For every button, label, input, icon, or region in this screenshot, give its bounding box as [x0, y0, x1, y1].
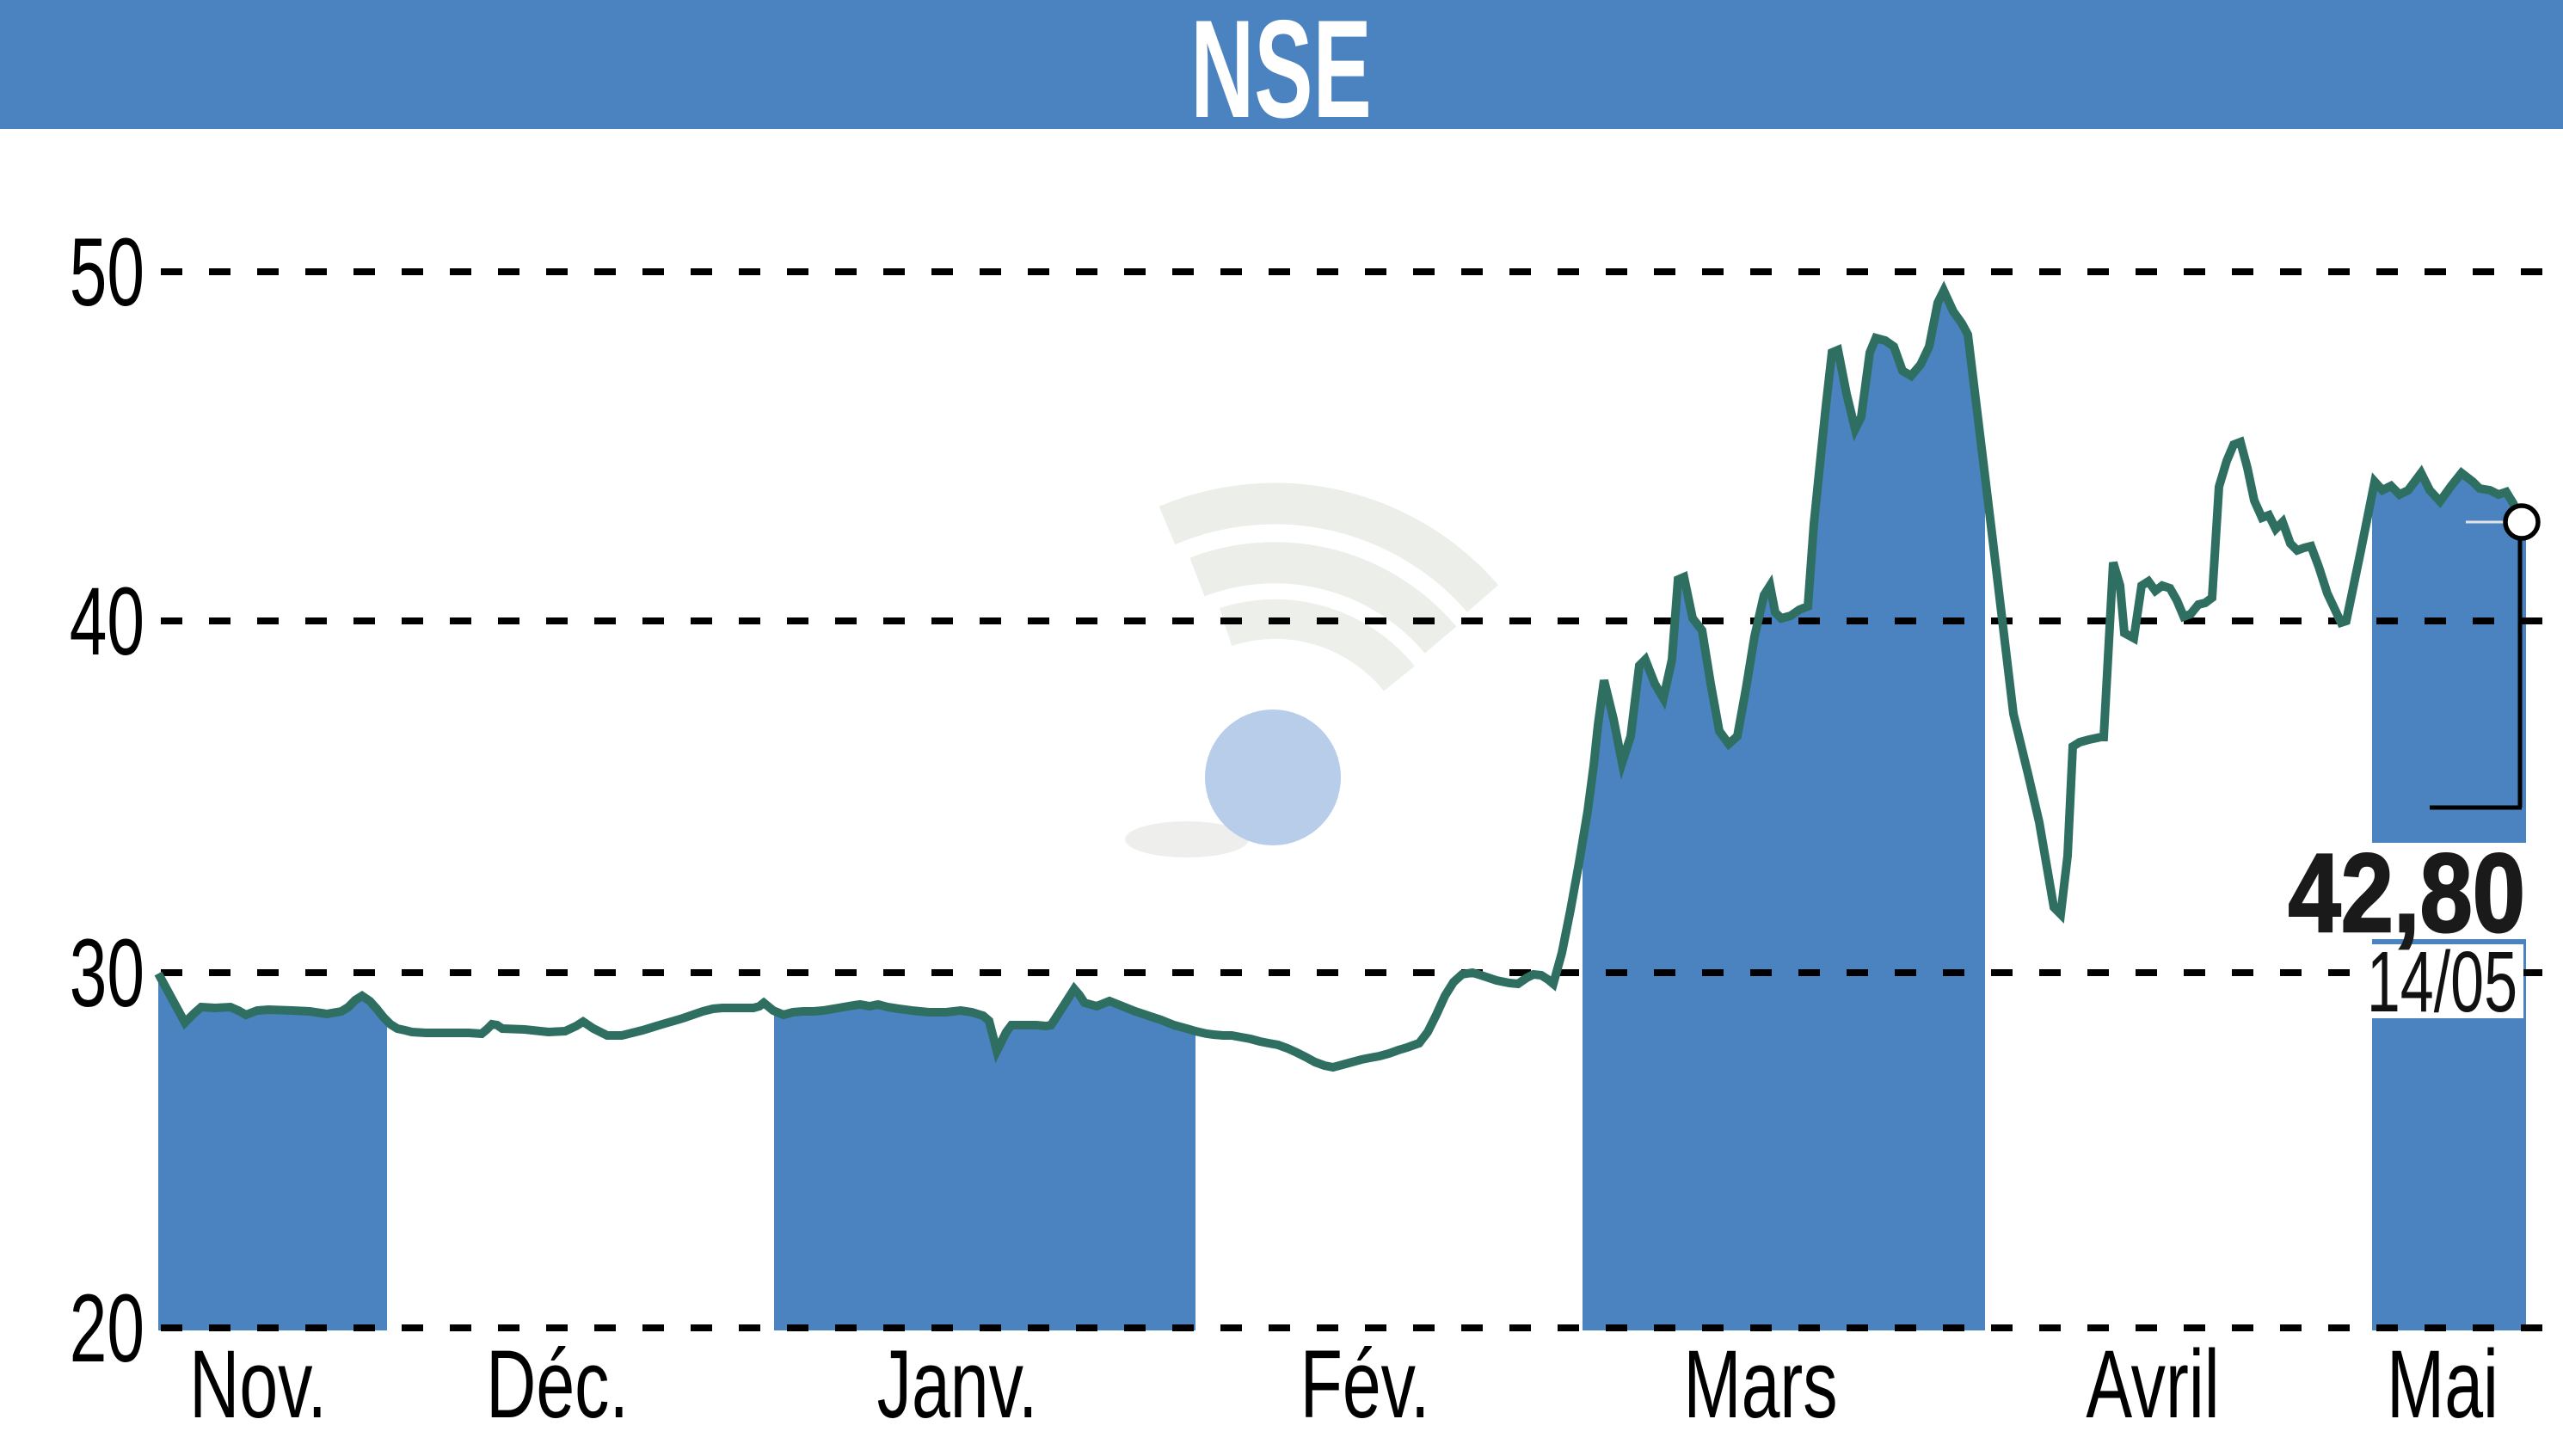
svg-text:Fév.: Fév.	[1300, 1330, 1430, 1438]
svg-text:Déc.: Déc.	[486, 1330, 629, 1438]
svg-text:Janv.: Janv.	[877, 1330, 1038, 1438]
svg-text:42,80: 42,80	[2288, 830, 2525, 955]
svg-text:Avril: Avril	[2086, 1330, 2219, 1438]
svg-text:14/05: 14/05	[2367, 935, 2517, 1030]
svg-text:40: 40	[70, 568, 144, 675]
svg-text:30: 30	[70, 919, 144, 1027]
svg-text:Mai: Mai	[2387, 1330, 2498, 1438]
svg-text:Nov.: Nov.	[189, 1330, 327, 1438]
svg-text:50: 50	[70, 218, 144, 326]
svg-text:20: 20	[70, 1275, 144, 1382]
svg-text:Mars: Mars	[1683, 1330, 1837, 1438]
